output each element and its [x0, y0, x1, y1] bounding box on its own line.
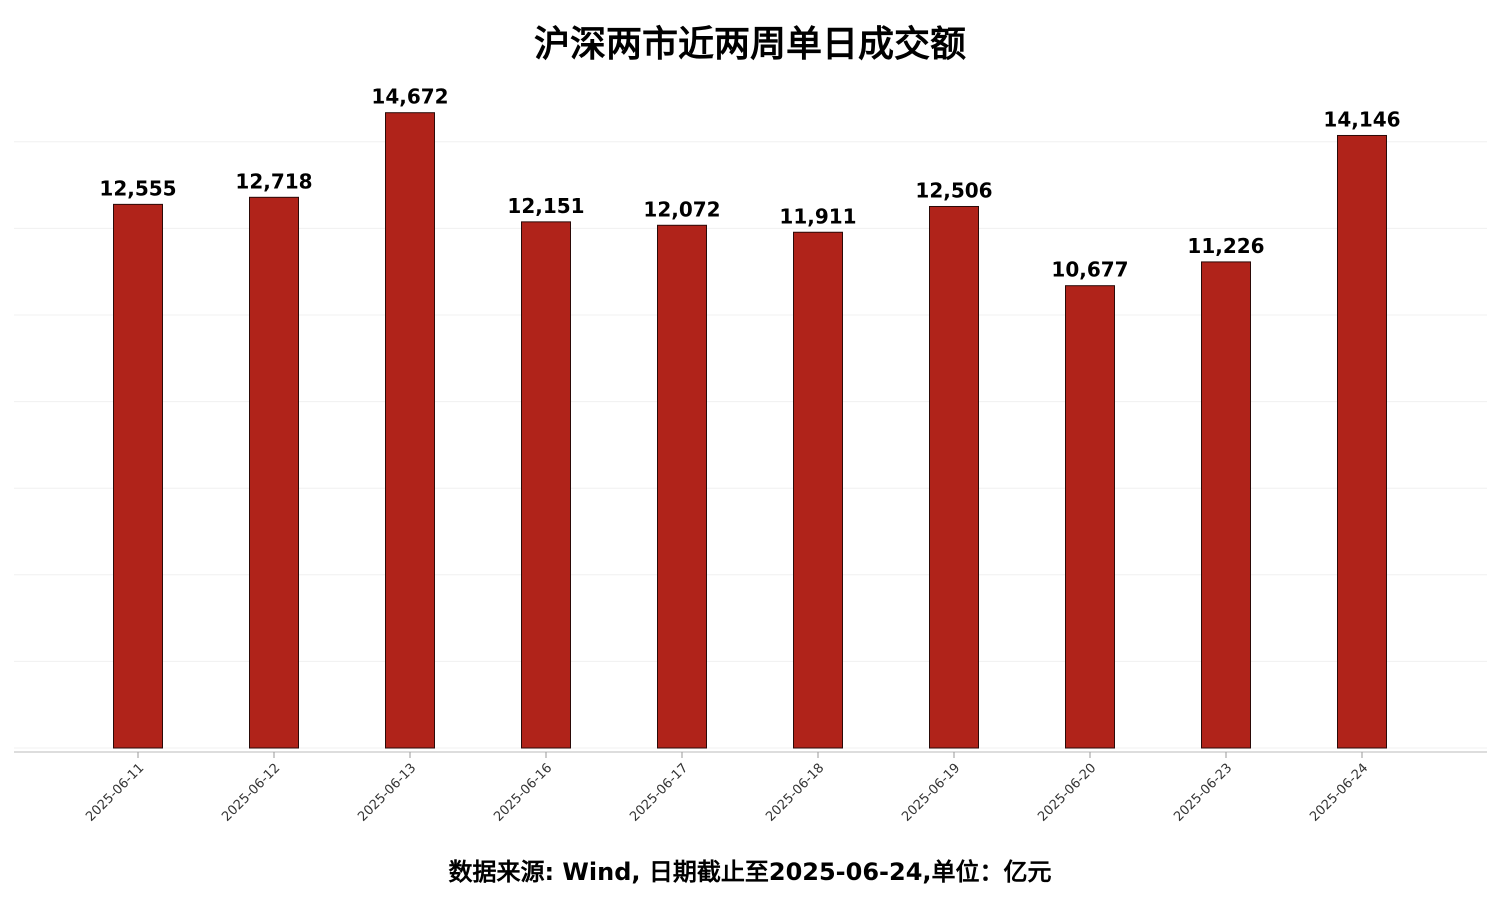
chart-title: 沪深两市近两周单日成交额 [534, 23, 966, 65]
bar [113, 203, 163, 749]
value-label: 12,151 [507, 194, 584, 218]
value-label: 12,555 [99, 176, 176, 200]
value-label: 12,072 [643, 197, 720, 221]
x-tick-label: 2025-06-11 [83, 761, 147, 825]
caption: 数据来源: Wind, 日期截止至2025-06-24,单位：亿元 [448, 858, 1051, 886]
x-tick-label: 2025-06-23 [1171, 761, 1235, 825]
bar [657, 224, 707, 749]
x-tick-label: 2025-06-18 [763, 761, 827, 825]
value-label: 10,677 [1051, 258, 1128, 282]
value-label: 11,226 [1187, 234, 1264, 258]
x-tick-label: 2025-06-12 [219, 761, 283, 825]
x-tick-label: 2025-06-19 [899, 761, 963, 825]
x-tick-label: 2025-06-17 [627, 761, 691, 825]
value-label: 14,672 [371, 85, 448, 109]
value-label: 11,911 [779, 204, 856, 228]
x-tick-label: 2025-06-16 [491, 761, 555, 825]
value-label: 12,506 [915, 178, 992, 202]
x-tick-label: 2025-06-20 [1035, 761, 1099, 825]
bar [521, 221, 571, 749]
bar [1201, 261, 1251, 749]
bar [1337, 134, 1387, 749]
value-label: 14,146 [1323, 107, 1400, 131]
bar [385, 112, 435, 749]
bar [793, 231, 843, 749]
value-label: 12,718 [235, 169, 312, 193]
bar [249, 196, 299, 749]
x-tick-label: 2025-06-13 [355, 761, 419, 825]
x-tick-label: 2025-06-24 [1307, 761, 1371, 825]
bar [929, 205, 979, 749]
bar [1065, 285, 1115, 749]
